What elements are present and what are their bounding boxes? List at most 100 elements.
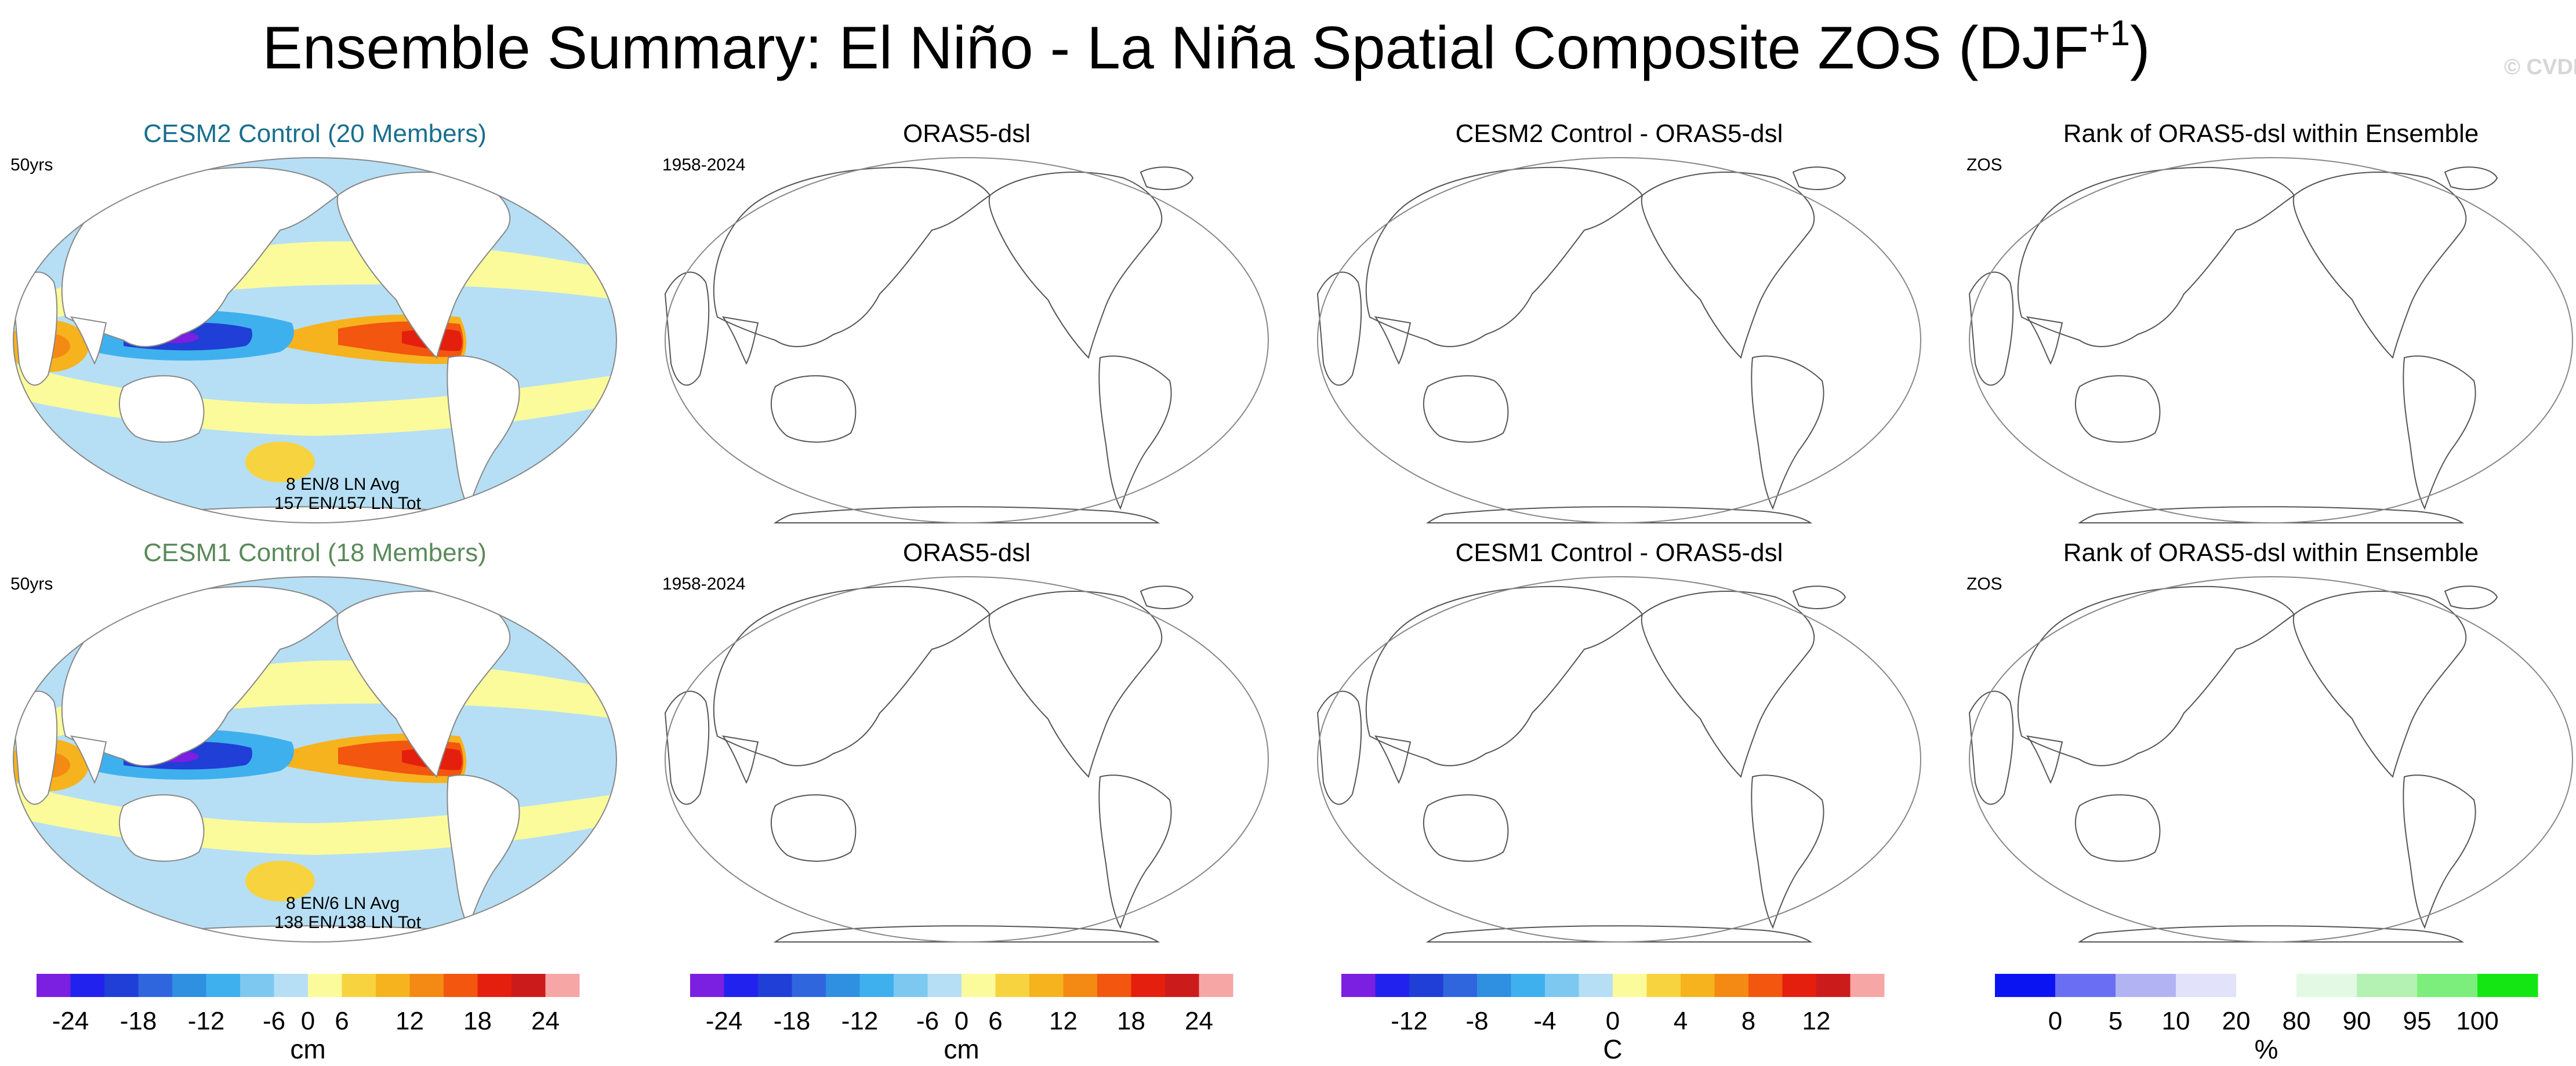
colorbar-swatch	[1995, 974, 2056, 997]
land-australia	[119, 794, 205, 862]
map-frame	[1969, 157, 2573, 523]
land-india	[70, 316, 107, 365]
title-main: Ensemble Summary: El Niño - La Niña Spat…	[262, 14, 2089, 82]
colorbar-tick: 18	[1117, 1007, 1145, 1035]
coastline-asia	[1365, 585, 1643, 766]
land-india	[70, 735, 107, 784]
colorbar-swatch	[240, 974, 274, 997]
panel-left-label: 50yrs	[10, 155, 53, 174]
colorbar: -24 -18 -12 -6 0 6 12 18 24 cm	[690, 974, 1233, 1064]
coastline-antarctica	[2077, 925, 2465, 943]
coastline-africa	[664, 690, 710, 805]
map-panel: ORAS5-dsl 1958-2024	[662, 539, 1269, 943]
coastline-namerica	[988, 591, 1163, 778]
colorbar-swatch	[995, 974, 1030, 997]
colorbar-swatch	[758, 974, 792, 997]
coastline-asia	[2017, 585, 2295, 766]
colorbar-swatch	[2477, 974, 2538, 997]
figure-title: Ensemble Summary: El Niño - La Niña Spat…	[262, 13, 2150, 82]
colorbar-tick: -12	[1391, 1007, 1428, 1035]
panel-note: 138 EN/138 LN Tot	[274, 913, 422, 932]
colorbar-swatch	[1613, 974, 1647, 997]
colorbar-swatch	[1816, 974, 1851, 997]
colorbar-swatch	[545, 974, 580, 997]
land-greenland	[488, 585, 542, 609]
colorbar-swatch	[1579, 974, 1613, 997]
colorbar-swatch	[342, 974, 376, 997]
coastline-greenland	[2444, 585, 2498, 609]
coastline-samerica	[1751, 774, 1824, 929]
colorbar-swatch	[1714, 974, 1749, 997]
coastline-greenland	[2444, 166, 2498, 190]
colorbar-swatch	[1748, 974, 1783, 997]
colorbar-swatch	[2296, 974, 2357, 997]
coastline-samerica	[1098, 355, 1172, 510]
coastline-asia	[1365, 166, 1643, 347]
coastline-antarctica	[1425, 925, 1813, 943]
coastline-asia	[2017, 166, 2295, 347]
map-frame	[1317, 576, 1921, 943]
colorbar-swatch	[690, 974, 724, 997]
coastline-india	[2026, 735, 2063, 784]
colorbar-tick: -6	[916, 1007, 939, 1035]
colorbar-swatch	[1063, 974, 1098, 997]
panel-title: CESM2 Control - ORAS5-dsl	[1456, 119, 1783, 148]
colorbar-tick: 6	[988, 1007, 1002, 1035]
colorbar-swatch	[409, 974, 444, 997]
coastline-samerica	[2403, 774, 2476, 929]
panel-note: 8 EN/8 LN Avg	[286, 475, 400, 494]
colorbar-swatch	[826, 974, 860, 997]
colorbar-swatch	[1341, 974, 1376, 997]
svg-text:Ensemble Summary: El Niño - La: Ensemble Summary: El Niño - La Niña Spat…	[262, 13, 2150, 82]
colorbar-tick: 24	[1185, 1007, 1213, 1035]
panel-left-label: 50yrs	[10, 574, 53, 594]
panel-title: CESM1 Control - ORAS5-dsl	[1456, 539, 1783, 567]
colorbar-swatch	[2176, 974, 2237, 997]
land-samerica	[447, 774, 520, 929]
colorbar-swatch	[927, 974, 962, 997]
colorbar-tick: -4	[1533, 1007, 1556, 1035]
panel-title: Rank of ORAS5-dsl within Ensemble	[2063, 119, 2479, 148]
coastline-samerica	[1751, 355, 1824, 510]
coastline-namerica	[1641, 172, 1815, 359]
land-greenland	[488, 166, 542, 190]
colorbar-swatch	[477, 974, 512, 997]
colorbar-units: cm	[290, 1034, 325, 1064]
colorbar-tick: 12	[1049, 1007, 1077, 1035]
colorbar-swatch	[1029, 974, 1064, 997]
panel-left-label: 1958-2024	[662, 155, 745, 174]
colorbar-tick: 0	[1606, 1007, 1620, 1035]
land-australia	[119, 375, 205, 443]
colorbar-tick: 5	[2109, 1007, 2123, 1035]
colorbar-swatch	[2055, 974, 2116, 997]
coastline-greenland	[1140, 585, 1194, 609]
colorbar-tick: -24	[706, 1007, 743, 1035]
colorbar-swatch	[376, 974, 410, 997]
coastline-africa	[1316, 690, 1362, 805]
watermark: © CVDP	[2504, 55, 2576, 79]
panel-left-label: ZOS	[1967, 155, 2002, 174]
coastline-africa	[1316, 271, 1362, 386]
colorbar-swatch	[1443, 974, 1478, 997]
colorbar-swatch	[308, 974, 342, 997]
coastline-greenland	[1140, 166, 1194, 190]
colorbar-tick: 80	[2283, 1007, 2311, 1035]
colorbar-swatch	[1850, 974, 1885, 997]
coastline-namerica	[988, 172, 1163, 359]
colorbar-tick: 20	[2222, 1007, 2251, 1035]
colorbar-tick: 0	[2048, 1007, 2062, 1035]
map-panel: CESM2 Control (20 Members) 50yrs 8 EN/8 LN…	[10, 119, 617, 523]
colorbar-tick: 10	[2162, 1007, 2190, 1035]
panel-title: CESM2 Control (20 Members)	[143, 119, 487, 148]
land-samerica	[447, 355, 520, 510]
panel-note: 8 EN/6 LN Avg	[286, 894, 400, 913]
colorbar-swatch	[1375, 974, 1410, 997]
coastline-greenland	[1792, 166, 1846, 190]
colorbar-tick: 8	[1741, 1007, 1755, 1035]
coastline-antarctica	[773, 506, 1160, 523]
map-frame	[1317, 157, 1921, 523]
colorbar-swatch	[962, 974, 996, 997]
colorbar-tick: 90	[2343, 1007, 2371, 1035]
coastline-india	[1374, 316, 1412, 365]
